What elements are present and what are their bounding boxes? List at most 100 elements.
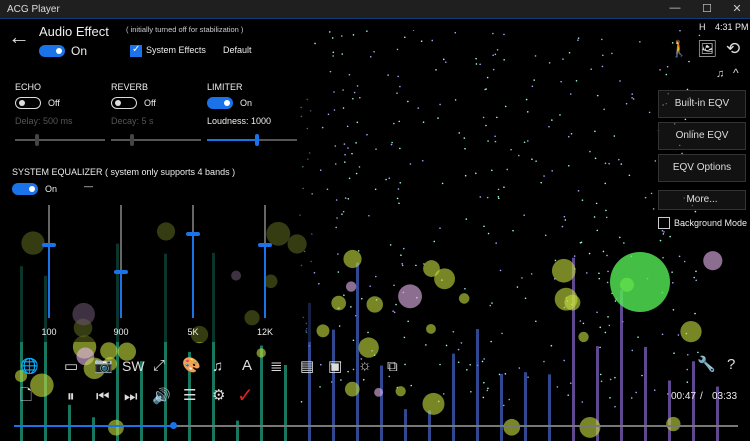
particle <box>439 103 441 106</box>
particle <box>596 94 599 97</box>
glow-orb <box>374 387 384 397</box>
seek-bar[interactable] <box>14 422 738 429</box>
online-eqv-button[interactable]: Online EQV <box>658 122 746 150</box>
previous-icon[interactable]: ⏮ <box>96 388 110 405</box>
particle <box>544 234 547 237</box>
lyrics-font-icon[interactable]: A <box>242 357 253 374</box>
particle <box>454 99 457 101</box>
particle <box>535 160 537 162</box>
person-icon[interactable]: 🚶 <box>669 41 689 58</box>
rotation-lock-icon[interactable]: ⟲ <box>726 39 741 58</box>
reverb-toggle[interactable] <box>111 97 137 109</box>
image-icon[interactable]: 🖼 <box>697 41 718 58</box>
chevron-up-icon[interactable]: ^ <box>733 66 739 80</box>
particle <box>571 297 574 300</box>
particle <box>589 150 591 153</box>
globe-icon[interactable]: 🌐 <box>20 358 39 375</box>
particle <box>531 158 533 161</box>
particle <box>563 359 565 362</box>
particle <box>548 62 551 64</box>
eq-band-slider-12K[interactable] <box>258 205 272 318</box>
particle <box>560 80 562 83</box>
particle <box>524 297 527 300</box>
particle <box>498 373 501 376</box>
particle <box>596 229 599 232</box>
particle <box>475 63 478 65</box>
particle <box>355 314 357 317</box>
checkmark-icon[interactable]: ✓ <box>237 385 254 407</box>
particle <box>599 326 602 329</box>
list-icon[interactable]: ☰ <box>183 387 197 404</box>
help-icon[interactable]: ? <box>727 356 736 373</box>
particle <box>614 300 617 302</box>
particle <box>518 367 521 369</box>
particle <box>390 143 393 146</box>
video-icon[interactable]: ▣ <box>328 358 343 375</box>
palette-icon[interactable]: 🎨 <box>182 357 201 374</box>
eq-band-slider-100[interactable] <box>42 205 56 318</box>
particle <box>358 96 361 99</box>
background-mode-checkbox[interactable] <box>658 217 670 229</box>
camera-icon[interactable]: 📷 <box>94 357 113 374</box>
particle <box>397 75 399 78</box>
equalizer-label: SYSTEM EQUALIZER ( system only supports … <box>12 167 236 177</box>
audio-effect-panel <box>0 20 312 342</box>
limiter-toggle[interactable] <box>207 97 233 109</box>
particle <box>533 79 535 81</box>
reverb-decay-slider[interactable] <box>111 134 201 146</box>
built-in-eqv-button[interactable]: Built-in EQV <box>658 90 746 118</box>
wrench-icon[interactable]: 🔧 <box>697 356 716 373</box>
glow-orb <box>108 419 124 436</box>
eq-band-slider-5K[interactable] <box>186 205 200 318</box>
open-file-icon[interactable]: 🗋 <box>20 387 33 404</box>
brightness-icon[interactable]: ☼ <box>358 357 372 374</box>
fullscreen-arrow-icon[interactable]: ⤢ <box>153 357 166 374</box>
sw-button[interactable]: SW <box>122 358 145 374</box>
particle <box>566 300 569 302</box>
particle <box>641 374 643 377</box>
window-lock-icon[interactable]: ⧉ <box>387 358 398 375</box>
particle <box>484 88 486 91</box>
particle <box>332 51 335 54</box>
particle <box>475 57 477 60</box>
maximize-button[interactable]: ☐ <box>702 3 712 15</box>
particle <box>563 306 566 309</box>
particle <box>355 142 357 144</box>
next-icon[interactable]: ⏭ <box>124 388 138 405</box>
particle <box>605 216 608 219</box>
back-arrow-icon[interactable]: ← <box>8 24 30 49</box>
particle <box>466 368 468 371</box>
particle <box>445 344 448 347</box>
particle <box>348 177 351 180</box>
echo-delay-slider[interactable] <box>15 134 105 146</box>
equalizer-toggle[interactable] <box>12 183 38 195</box>
music-note-icon[interactable]: ♫ <box>716 68 725 80</box>
more-button[interactable]: More... <box>658 190 746 210</box>
eq-band-slider-900[interactable] <box>114 205 128 318</box>
default-button[interactable]: Default <box>223 45 252 55</box>
minimize-button[interactable]: — <box>669 2 681 14</box>
particle <box>618 158 620 161</box>
particle <box>609 397 611 399</box>
particle <box>632 98 635 100</box>
eqv-options-button[interactable]: EQV Options <box>658 154 746 182</box>
eq-band-label: 12K <box>256 327 273 337</box>
echo-toggle[interactable] <box>15 97 41 109</box>
close-button[interactable]: ✕ <box>732 3 742 15</box>
system-effects-checkbox[interactable]: ✓ <box>130 44 142 57</box>
particle <box>397 188 400 190</box>
audio-effect-toggle[interactable] <box>39 45 65 57</box>
particle <box>502 404 505 407</box>
settings-gear-icon[interactable]: ⚙ <box>212 387 226 404</box>
music-notes-icon[interactable]: ♫ <box>212 358 224 375</box>
system-effects-label: System Effects <box>146 45 206 55</box>
pause-icon[interactable]: ⏸ <box>67 388 75 405</box>
cast-screen-icon[interactable]: ▭ <box>64 358 79 375</box>
volume-icon[interactable]: 🔊 <box>152 388 171 405</box>
playlist-icon[interactable]: ≣ <box>270 358 283 375</box>
limiter-loudness-slider[interactable] <box>207 134 297 146</box>
particle <box>482 396 485 399</box>
subtitle-icon[interactable]: ▤ <box>300 358 315 375</box>
reverb-state: Off <box>144 98 156 108</box>
echo-state: Off <box>48 98 60 108</box>
